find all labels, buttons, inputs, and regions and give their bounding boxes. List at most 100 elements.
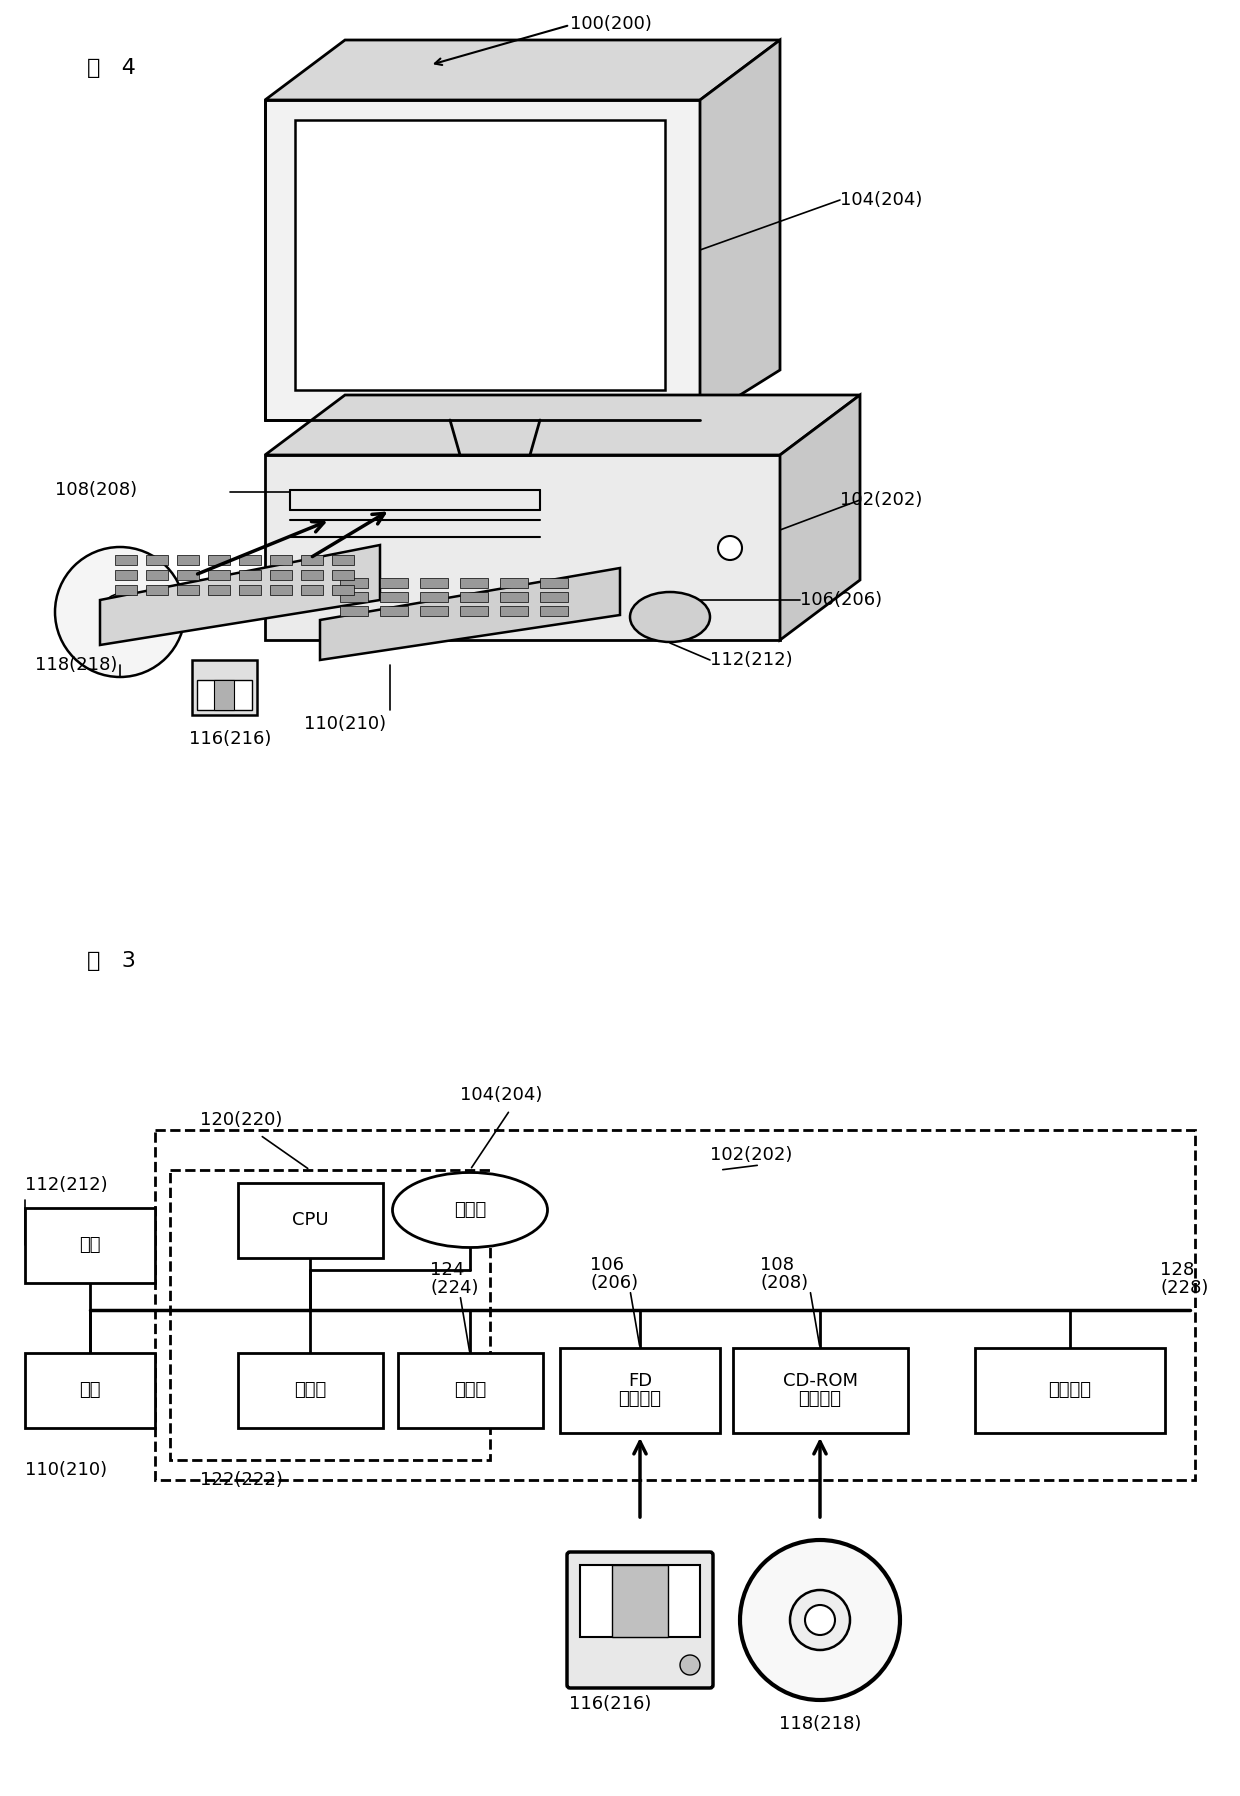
Polygon shape: [177, 585, 198, 594]
Polygon shape: [146, 569, 167, 580]
Polygon shape: [301, 569, 322, 580]
Text: 102(202): 102(202): [711, 1146, 792, 1164]
Text: 102(202): 102(202): [839, 490, 923, 508]
Text: 108: 108: [760, 1255, 794, 1273]
Polygon shape: [177, 569, 198, 580]
Polygon shape: [379, 578, 408, 587]
Polygon shape: [100, 544, 379, 645]
Polygon shape: [420, 578, 448, 587]
Polygon shape: [208, 569, 229, 580]
Polygon shape: [340, 593, 368, 602]
Circle shape: [718, 535, 742, 560]
Text: 键盘: 键盘: [79, 1381, 100, 1399]
FancyBboxPatch shape: [560, 1349, 720, 1433]
Polygon shape: [539, 593, 568, 602]
Circle shape: [740, 1539, 900, 1701]
FancyBboxPatch shape: [238, 1352, 383, 1428]
Polygon shape: [270, 569, 291, 580]
Polygon shape: [420, 593, 448, 602]
Text: (208): (208): [760, 1273, 808, 1291]
Text: 106: 106: [590, 1255, 624, 1273]
Polygon shape: [301, 585, 322, 594]
Circle shape: [102, 594, 138, 630]
Circle shape: [55, 548, 185, 677]
Text: 118(218): 118(218): [35, 656, 118, 674]
Polygon shape: [115, 585, 136, 594]
Polygon shape: [270, 585, 291, 594]
Text: 通信接口: 通信接口: [1049, 1381, 1091, 1399]
Polygon shape: [460, 578, 489, 587]
Polygon shape: [177, 555, 198, 566]
Text: FD: FD: [627, 1372, 652, 1390]
Polygon shape: [115, 569, 136, 580]
Polygon shape: [379, 605, 408, 616]
FancyBboxPatch shape: [398, 1352, 543, 1428]
Polygon shape: [780, 395, 861, 639]
Text: 108(208): 108(208): [55, 481, 138, 499]
Polygon shape: [332, 585, 353, 594]
FancyBboxPatch shape: [567, 1552, 713, 1688]
Text: (206): (206): [590, 1273, 639, 1291]
Polygon shape: [500, 605, 528, 616]
Polygon shape: [460, 593, 489, 602]
Polygon shape: [208, 555, 229, 566]
Polygon shape: [500, 593, 528, 602]
Polygon shape: [265, 395, 861, 454]
FancyBboxPatch shape: [238, 1184, 383, 1257]
Polygon shape: [539, 578, 568, 587]
Text: 驱动装置: 驱动装置: [799, 1390, 842, 1408]
Ellipse shape: [630, 593, 711, 641]
Text: (228): (228): [1159, 1279, 1208, 1297]
Polygon shape: [265, 40, 780, 101]
Text: (224): (224): [430, 1279, 479, 1297]
Polygon shape: [460, 605, 489, 616]
FancyBboxPatch shape: [733, 1349, 908, 1433]
Polygon shape: [115, 555, 136, 566]
Polygon shape: [500, 578, 528, 587]
Text: 122(222): 122(222): [200, 1471, 283, 1489]
Text: 128: 128: [1159, 1261, 1194, 1279]
Text: CD-ROM: CD-ROM: [782, 1372, 858, 1390]
Text: 100(200): 100(200): [570, 14, 652, 32]
Polygon shape: [320, 568, 620, 659]
Text: 存储器: 存储器: [294, 1381, 326, 1399]
Polygon shape: [215, 681, 234, 709]
Bar: [580, 1564, 701, 1636]
Text: 116(216): 116(216): [569, 1695, 651, 1713]
Text: 104(204): 104(204): [839, 190, 923, 208]
Text: CPU: CPU: [291, 1211, 329, 1228]
Bar: [613, 1564, 668, 1636]
Polygon shape: [239, 585, 260, 594]
Text: 112(212): 112(212): [25, 1176, 108, 1194]
Text: 110(210): 110(210): [304, 715, 386, 733]
Polygon shape: [192, 659, 257, 715]
Text: 120(220): 120(220): [200, 1112, 283, 1130]
Polygon shape: [340, 605, 368, 616]
Polygon shape: [146, 555, 167, 566]
Polygon shape: [208, 585, 229, 594]
Text: 监视器: 监视器: [454, 1202, 486, 1219]
Text: 110(210): 110(210): [25, 1460, 107, 1478]
Circle shape: [790, 1589, 849, 1651]
Text: 112(212): 112(212): [711, 650, 792, 668]
Polygon shape: [239, 569, 260, 580]
Text: 118(218): 118(218): [779, 1715, 862, 1733]
Text: 鼠标: 鼠标: [79, 1236, 100, 1254]
Polygon shape: [379, 593, 408, 602]
Text: 固定盘: 固定盘: [454, 1381, 486, 1399]
Text: 图   3: 图 3: [87, 950, 135, 972]
Polygon shape: [146, 585, 167, 594]
Text: 图   4: 图 4: [87, 57, 135, 79]
Polygon shape: [239, 555, 260, 566]
Polygon shape: [701, 40, 780, 420]
Polygon shape: [332, 555, 353, 566]
Polygon shape: [340, 578, 368, 587]
Polygon shape: [332, 569, 353, 580]
Polygon shape: [301, 555, 322, 566]
FancyBboxPatch shape: [975, 1349, 1166, 1433]
Polygon shape: [270, 555, 291, 566]
Polygon shape: [295, 120, 665, 390]
Ellipse shape: [393, 1173, 548, 1248]
Circle shape: [805, 1606, 835, 1634]
Text: 116(216): 116(216): [188, 729, 272, 747]
